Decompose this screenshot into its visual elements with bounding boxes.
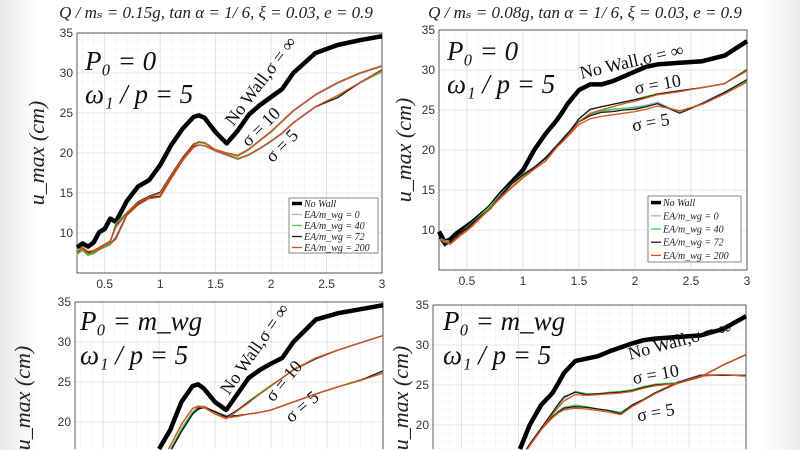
y-tick-label: 35 — [60, 26, 74, 40]
legend-entry: No Wall — [303, 199, 336, 210]
legend-box — [288, 197, 379, 254]
y-tick-label: 10 — [422, 223, 436, 237]
series-no-wall-line — [437, 39, 749, 245]
series-ea-4-sigma-5-line — [438, 81, 748, 246]
y-tick-label: 35 — [416, 298, 430, 312]
legend-entry: EA/m_wg = 0 — [662, 211, 719, 222]
y-tick-label: 15 — [422, 183, 436, 197]
series-no-wall-line — [157, 302, 384, 450]
grid — [75, 301, 384, 449]
legend-entry: EA/m_wg = 200 — [303, 243, 370, 254]
x-tick-label: 2 — [632, 274, 639, 288]
axes-box — [76, 32, 383, 274]
left-margin-shade — [0, 0, 40, 450]
y-tick-label: 20 — [416, 418, 430, 432]
y-tick-label: 30 — [58, 335, 72, 349]
right-margin-shade — [760, 0, 800, 450]
y-axis-label: u_max (cm) — [24, 101, 49, 205]
x-tick-label: 1.5 — [571, 274, 588, 288]
y-tick-label: 30 — [60, 66, 74, 80]
x-tick-label: 0.5 — [96, 277, 113, 291]
y-tick-label: 35 — [58, 295, 72, 309]
series-lines — [75, 33, 383, 257]
series-no-wall-line — [75, 33, 383, 250]
x-tick-label: 3 — [744, 274, 751, 288]
y-tick-label: 20 — [58, 415, 72, 429]
y-axis-label: u_max (cm) — [391, 98, 416, 202]
series-ea-4-sigma-5-line — [167, 372, 384, 450]
annotation-p0: P₀ = m_wg — [79, 306, 202, 336]
subplot-2: 0.5 1 1.5 2 2.5 3 10 15 20 25 30 35 u_max (cm) Q / mₛ… — [391, 3, 751, 288]
subplot-title: Q / mₛ = 0.08g, tan α = 1/ 6, ξ = 0.03, … — [428, 3, 742, 22]
x-tick-label: 1.5 — [207, 277, 224, 291]
annotation-p0: P₀ = 0 — [84, 46, 157, 76]
legend-entry: EA/m_wg = 72 — [303, 232, 365, 243]
series-ea-4-sigma-5-line — [76, 70, 383, 255]
y-tick-label: 25 — [60, 106, 74, 120]
y-axis-label: u_max (cm) — [10, 346, 35, 450]
y-tick-label: 20 — [60, 146, 74, 160]
x-tick-label: 2.5 — [318, 277, 335, 291]
series-ea-3-sigma-5-line — [438, 79, 748, 246]
subplot-1: 0.5 1 1.5 2 2.5 3 10 15 20 25 30 35 u_max (cm) Q / mₛ… — [24, 3, 386, 291]
legend: No Wall EA/m_wg = 0 EA/m_wg = 40 EA/m_wg = … — [647, 195, 742, 263]
y-tick-label: 30 — [416, 338, 430, 352]
y-axis-label: u_max (cm) — [388, 346, 413, 450]
y-tick-label: 20 — [422, 143, 436, 157]
annotation-p0: P₀ = 0 — [446, 36, 519, 66]
y-tick-label: 25 — [416, 378, 430, 392]
x-tick-label: 1 — [520, 274, 527, 288]
y-tick-label: 25 — [58, 375, 72, 389]
series-ea-4-sigma-5-line — [526, 373, 747, 450]
annotation-p0: P₀ = m_wg — [442, 306, 565, 336]
legend-box — [647, 195, 742, 263]
axes-box — [432, 304, 747, 449]
series-lines — [157, 302, 384, 450]
legend-entry: EA/m_wg = 0 — [303, 210, 360, 221]
annotation-frequency-ratio: ω₁ / p = 5 — [443, 340, 551, 370]
annotation-frequency-ratio: ω₁ / p = 5 — [447, 69, 555, 99]
x-tick-label: 2.5 — [683, 274, 700, 288]
axes-box — [74, 301, 384, 449]
legend-entry: EA/m_wg = 200 — [662, 251, 729, 262]
y-tick-label: 35 — [422, 23, 436, 37]
y-tick-label: 25 — [422, 103, 436, 117]
subplot-title: Q / mₛ = 0.15g, tan α = 1/ 6, ξ = 0.03, … — [59, 3, 373, 22]
x-tick-label: 0.5 — [459, 274, 476, 288]
y-tick-label: 10 — [60, 226, 74, 240]
annotation-frequency-ratio: ω₁ / p = 5 — [85, 79, 193, 109]
legend-entry: EA/m_wg = 40 — [303, 221, 365, 232]
legend-entry: No Wall — [662, 198, 695, 209]
x-tick-label: 2 — [268, 277, 275, 291]
series-no-wall-line — [517, 314, 748, 450]
series-ea-4-sigma-10-line — [76, 65, 383, 254]
y-tick-label: 30 — [422, 63, 436, 77]
series-lines — [437, 39, 749, 247]
legend-entry: EA/m_wg = 72 — [662, 238, 724, 249]
plot-area — [75, 302, 383, 449]
y-tick-label: 15 — [60, 186, 74, 200]
legend-entry: EA/m_wg = 40 — [662, 225, 724, 236]
annotation-frequency-ratio: ω₁ / p = 5 — [80, 340, 188, 370]
x-tick-label: 3 — [379, 277, 386, 291]
axes-box — [438, 29, 748, 271]
x-tick-label: 1 — [157, 277, 164, 291]
series-lines — [517, 314, 748, 450]
